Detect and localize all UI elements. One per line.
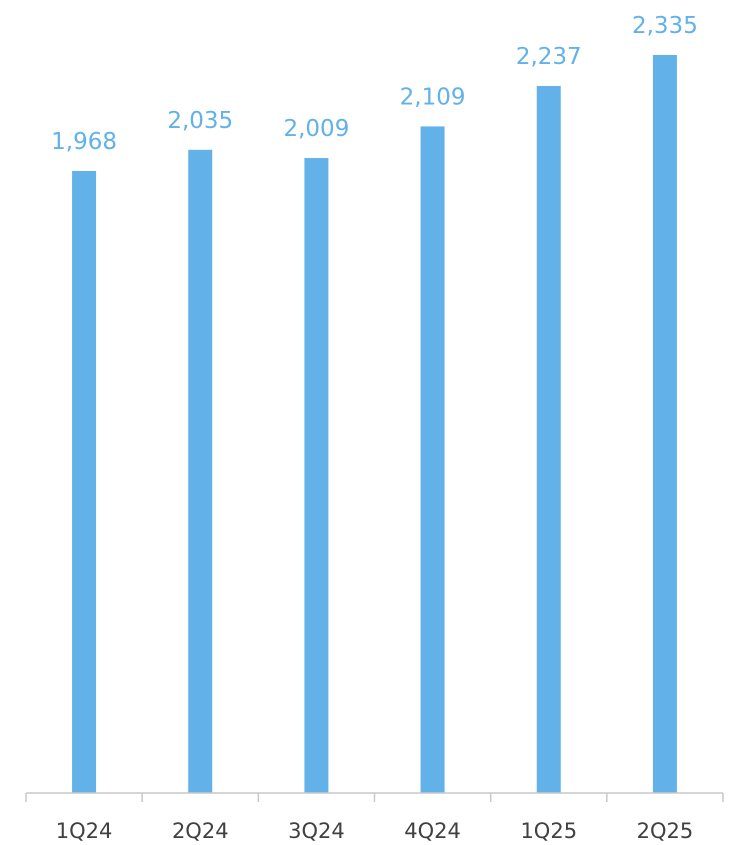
bar-2q25	[652, 55, 677, 793]
data-label-4q24: 2,109	[400, 84, 466, 110]
data-label-1q24: 1,968	[51, 129, 117, 155]
data-label-2q24: 2,035	[167, 108, 233, 134]
data-label-2q25: 2,335	[632, 13, 698, 39]
data-label-1q25: 2,237	[516, 44, 582, 70]
x-tick-label-2q25: 2Q25	[637, 819, 694, 843]
x-tick-label-1q25: 1Q25	[520, 819, 577, 843]
x-tick-label-4q24: 4Q24	[404, 819, 461, 843]
value-labels-group: 1,968 2,035 2,009 2,109 2,237 2,335	[51, 13, 698, 155]
x-tick-label-3q24: 3Q24	[288, 819, 345, 843]
x-tick-label-2q24: 2Q24	[172, 819, 229, 843]
bar-3q24	[304, 158, 329, 794]
bar-4q24	[420, 126, 445, 793]
bar-1q25	[536, 85, 561, 793]
bar-2q24	[188, 149, 213, 793]
bar-1q24	[72, 170, 97, 793]
bars-group	[72, 55, 677, 794]
x-axis: 1Q24 2Q24 3Q24 4Q24 1Q25 2Q25	[25, 792, 724, 843]
data-label-3q24: 2,009	[283, 116, 349, 142]
x-tick-label-1q24: 1Q24	[56, 819, 113, 843]
